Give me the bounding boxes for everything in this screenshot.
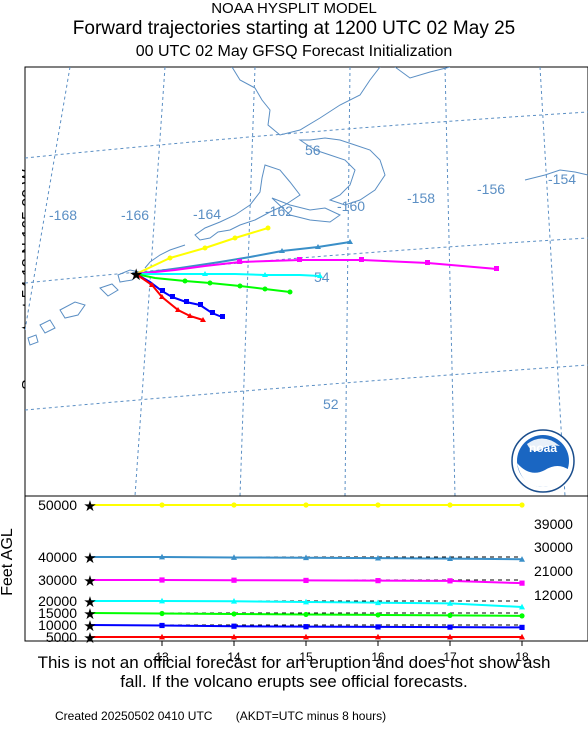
height-series-point — [447, 555, 453, 562]
height-series-point — [303, 577, 309, 584]
lon-label: -158 — [407, 190, 435, 206]
right-height-label: 30000 — [534, 539, 573, 555]
trajectory-paths: ★ — [129, 225, 499, 322]
right-height-label: 12000 — [534, 587, 573, 603]
height-series-point — [159, 622, 165, 629]
page-title: Forward trajectories starting at 1200 UT… — [72, 18, 516, 39]
height-series-point — [447, 612, 453, 619]
trajectory-20000 — [136, 273, 321, 277]
height-series-point — [231, 623, 237, 629]
lon-label: -156 — [477, 181, 505, 197]
y-axis-label: Feet AGL — [0, 528, 16, 596]
lat-label: 52 — [323, 396, 339, 412]
graticule — [25, 67, 588, 496]
height-series-point — [303, 624, 309, 630]
height-series-point — [519, 624, 525, 630]
height-series-point — [519, 502, 525, 508]
y-tick-label: 10000 — [38, 617, 77, 633]
height-series-point — [231, 577, 237, 583]
x-tick-label: 14 — [227, 650, 241, 664]
height-series-point — [231, 554, 237, 560]
source-star-icon: ★ — [83, 550, 96, 567]
height-series-point — [447, 578, 453, 584]
creation-footer: Created 20250502 0410 UTC (AKDT=UTC minu… — [55, 709, 387, 723]
lon-label: -154 — [548, 171, 576, 187]
height-chart-frame — [24, 495, 588, 642]
source-star-icon: ★ — [83, 618, 96, 635]
height-series-point — [375, 633, 381, 640]
source-star-icon: ★ — [83, 630, 96, 647]
source-star-icon: ★ — [83, 573, 96, 590]
height-series-point — [447, 633, 453, 640]
height-chart: 50000 ★ 40000 ★ 30000 ★ 20000 ★ 15000 ★ 10000 ★ 5000… — [0, 495, 588, 664]
height-series-point — [375, 599, 381, 606]
graticule-labels: -168 -166 -164 -162 -160 -158 -156 -154 … — [49, 142, 576, 412]
source-star-icon: ★ — [129, 267, 143, 284]
height-series-point — [519, 580, 525, 586]
x-tick-label: 13 — [155, 650, 169, 664]
height-series-point — [447, 502, 453, 508]
height-series-point — [303, 611, 309, 618]
disclaimer-text: This is not an official forecast for an … — [37, 653, 551, 691]
logo-text: noaa — [529, 441, 557, 455]
map-panel: -168 -166 -164 -162 -160 -158 -156 -154 … — [24, 66, 588, 497]
y-tick-label: 15000 — [38, 605, 77, 621]
coastline — [27, 67, 588, 346]
x-tick-label: 15 — [299, 650, 313, 664]
height-series-point — [159, 597, 165, 604]
height-series-point — [159, 577, 165, 583]
height-series-point — [159, 553, 165, 560]
source-star-icon: ★ — [83, 498, 96, 515]
height-series-point — [231, 502, 237, 508]
height-series-point — [375, 554, 381, 561]
trajectory-30000 — [135, 259, 498, 275]
height-series-point — [303, 598, 309, 605]
height-series-point — [159, 633, 165, 640]
lat-label: 56 — [305, 142, 321, 158]
right-height-label: 39000 — [534, 516, 573, 532]
x-tick-label: 17 — [443, 650, 457, 664]
x-tick-label: 18 — [515, 650, 529, 664]
height-series-point — [519, 603, 525, 610]
y-tick-label: 20000 — [38, 593, 77, 609]
height-series-point — [519, 556, 525, 562]
map-frame — [24, 66, 588, 497]
height-series-point — [447, 600, 453, 606]
height-series-point — [159, 502, 165, 508]
height-series-point — [375, 578, 381, 584]
height-series-point — [231, 611, 237, 617]
noaa-logo: noaa — [511, 429, 575, 493]
height-series-point — [303, 633, 309, 640]
height-series-point — [303, 554, 309, 561]
height-series-point — [375, 502, 381, 508]
lon-label: -166 — [121, 207, 149, 223]
source-star-icon: ★ — [83, 594, 96, 611]
height-series-point — [519, 633, 525, 640]
x-tick-label: 16 — [371, 650, 385, 664]
source-star-icon: ★ — [83, 606, 96, 623]
lon-label: -164 — [193, 206, 221, 222]
height-series-point — [447, 624, 453, 630]
y-tick-label: 50000 — [38, 497, 77, 513]
y-tick-label: 40000 — [38, 549, 77, 565]
y-tick-label: 5000 — [46, 629, 77, 645]
height-series-point — [159, 610, 165, 617]
page-subtitle: 00 UTC 02 May GFSQ Forecast Initializati… — [135, 43, 453, 60]
model-title: NOAA HYSPLIT MODEL — [211, 0, 377, 17]
height-series-point — [231, 598, 237, 604]
height-series-point — [375, 624, 381, 630]
y-tick-label: 30000 — [38, 572, 77, 588]
lon-label: -168 — [49, 207, 77, 223]
right-height-label: 21000 — [534, 563, 573, 579]
lon-label: -162 — [265, 203, 293, 219]
height-series-point — [231, 633, 237, 640]
lon-label: -160 — [337, 198, 365, 214]
height-series-point — [303, 502, 309, 508]
height-series-point — [375, 612, 381, 618]
height-series-point — [519, 613, 525, 619]
